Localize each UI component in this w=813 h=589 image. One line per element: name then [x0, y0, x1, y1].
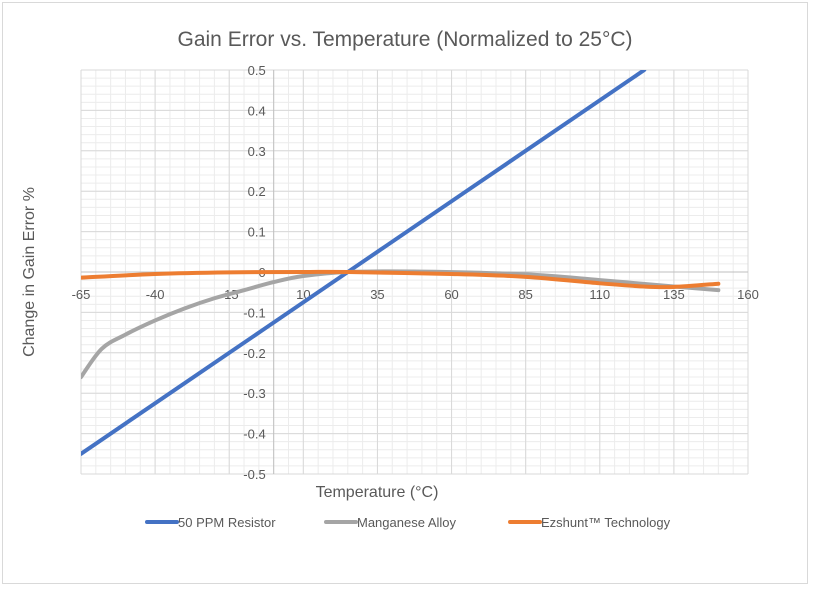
x-tick-label: -40 [146, 287, 165, 302]
legend-label: 50 PPM Resistor [178, 515, 276, 530]
y-tick-label: -0.1 [243, 305, 265, 320]
x-axis-label: Temperature (°C) [316, 484, 439, 501]
y-tick-label: -0.2 [243, 346, 265, 361]
y-tick-label: 0.2 [248, 184, 266, 199]
y-tick-label: -0.3 [243, 386, 265, 401]
x-tick-label: 85 [518, 287, 532, 302]
legend-label: Manganese Alloy [357, 515, 457, 530]
x-tick-label: 135 [663, 287, 685, 302]
legend-label: Ezshunt™ Technology [541, 515, 671, 530]
series-line-2 [81, 269, 721, 290]
legend: 50 PPM Resistor Manganese Alloy Ezshunt™ T… [145, 515, 671, 530]
y-axis-label: Change in Gain Error % [21, 187, 38, 357]
tick-labels: -65 -40 -15 10 35 60 85 110 135 1600.50.40.30.20.… [72, 63, 759, 482]
chart-title: Gain Error vs. Temperature (Normalized t… [178, 28, 633, 51]
y-tick-label: 0.5 [248, 63, 266, 78]
y-tick-label: 0.1 [248, 225, 266, 240]
x-tick-label: -65 [72, 287, 91, 302]
y-tick-label: -0.5 [243, 467, 265, 482]
series-line-1 [81, 269, 721, 380]
series-lines [81, 70, 721, 456]
y-tick-label: -0.4 [243, 427, 265, 442]
x-tick-label: 60 [444, 287, 458, 302]
x-tick-label: 160 [737, 287, 759, 302]
x-tick-label: 35 [370, 287, 384, 302]
chart-frame [2, 2, 808, 584]
y-tick-label: 0.4 [248, 103, 266, 118]
x-tick-label: 110 [589, 287, 610, 302]
y-tick-label: 0.3 [248, 144, 266, 159]
